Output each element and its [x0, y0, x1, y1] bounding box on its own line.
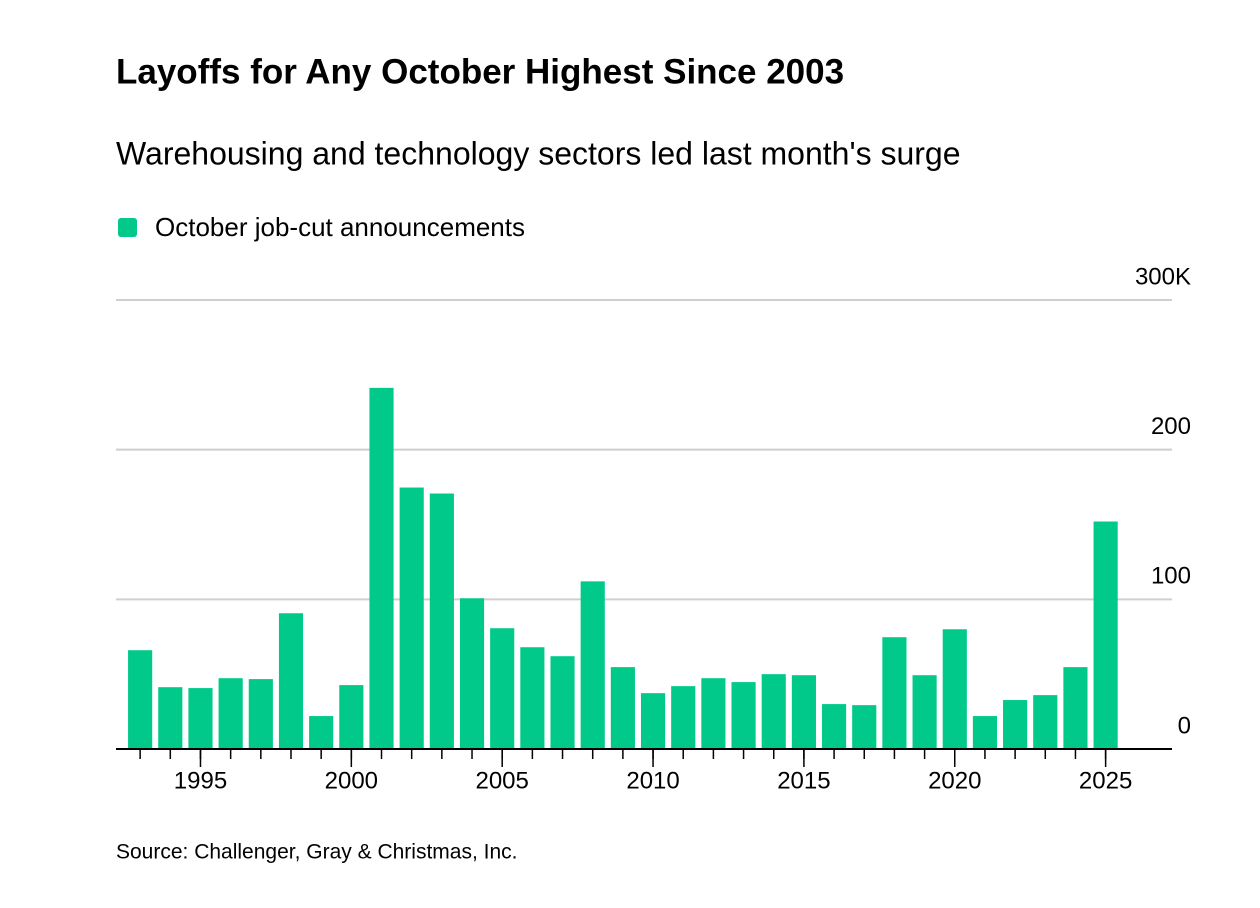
- y-tick-label: 200: [1151, 413, 1191, 440]
- bar: [459, 598, 485, 749]
- bar: [610, 667, 635, 749]
- bar: [128, 650, 153, 749]
- bar: [339, 685, 364, 749]
- source: Source: Challenger, Gray & Christmas, In…: [116, 841, 518, 864]
- chart-title: Layoffs for Any October Highest Since 20…: [116, 52, 844, 91]
- bar: [912, 675, 937, 749]
- bar: [369, 387, 394, 749]
- bar: [490, 628, 515, 749]
- bar: [399, 487, 424, 749]
- x-tick-label: 1995: [174, 767, 227, 794]
- bar: [671, 686, 696, 749]
- bar: [580, 581, 605, 749]
- bar: [761, 674, 786, 749]
- y-tick-label: 100: [1151, 563, 1191, 590]
- bar: [550, 656, 575, 749]
- bar: [429, 493, 454, 749]
- bar: [731, 682, 756, 749]
- chart-subtitle: Warehousing and technology sectors led l…: [116, 135, 961, 171]
- bar: [248, 679, 273, 749]
- bar: [822, 704, 847, 749]
- x-tick-label: 2000: [325, 767, 378, 794]
- legend-label: October job-cut announcements: [155, 212, 525, 242]
- bar: [1093, 521, 1118, 749]
- bar: [701, 678, 726, 749]
- bar: [1003, 700, 1028, 749]
- bar: [942, 629, 967, 749]
- legend-swatch: [118, 218, 137, 237]
- bar: [1033, 695, 1058, 749]
- x-tick-label: 2010: [626, 767, 679, 794]
- bar: [1063, 667, 1088, 749]
- bar: [972, 716, 998, 749]
- x-tick-label: 2015: [777, 767, 830, 794]
- x-tick-label: 2025: [1079, 767, 1132, 794]
- bar: [188, 688, 213, 749]
- x-tick-label: 2005: [475, 767, 528, 794]
- bar: [309, 716, 334, 749]
- y-tick-label: 0: [1178, 712, 1191, 739]
- bar: [158, 687, 183, 749]
- bar: [882, 637, 907, 749]
- bar: [791, 675, 816, 749]
- bar: [640, 693, 666, 749]
- bar: [278, 613, 304, 749]
- bar: [520, 647, 545, 749]
- y-tick-label: 300K: [1135, 263, 1191, 290]
- x-tick-label: 2020: [928, 767, 981, 794]
- bar: [852, 705, 877, 749]
- bar: [218, 678, 243, 749]
